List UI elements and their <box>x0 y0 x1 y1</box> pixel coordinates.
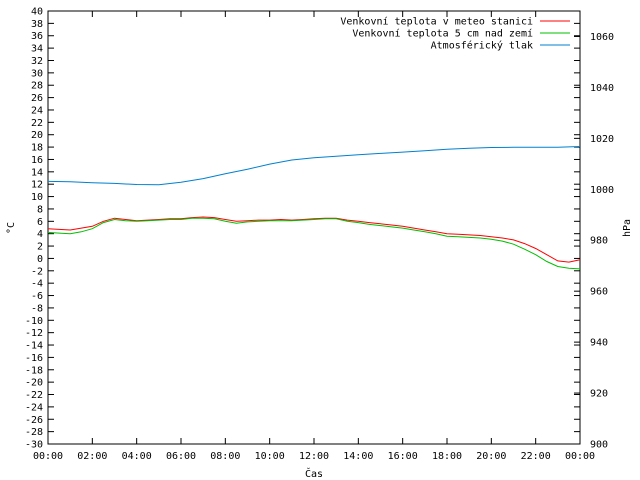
legend-label-1: Venkovní teplota v meteo stanici <box>340 16 533 28</box>
y-tick-label: -14 <box>25 341 43 352</box>
y-tick-label: -16 <box>25 353 43 364</box>
legend: Venkovní teplota v meteo staniciVenkovní… <box>340 16 570 52</box>
y-tick-label: 10 <box>31 192 43 203</box>
y-tick-label: -4 <box>31 279 43 290</box>
y-tick-label: 32 <box>31 56 43 67</box>
y2-axis-ticks: 1060 1040 1020 1000 980 960 940 920 900 <box>574 32 614 451</box>
y-tick-label: -12 <box>25 328 43 339</box>
y-tick-label: -22 <box>25 390 43 401</box>
x-tick-label: 04:00 <box>122 451 152 462</box>
y2-tick-label: 980 <box>590 236 608 247</box>
y-tick-label: -6 <box>31 291 43 302</box>
x-tick-label: 16:00 <box>388 451 418 462</box>
x-tick-label: 00:00 <box>33 451 63 462</box>
y2-tick-label: 1060 <box>590 32 614 43</box>
x-tick-label: 06:00 <box>166 451 196 462</box>
y-tick-label: 24 <box>31 105 43 116</box>
x-tick-label: 20:00 <box>476 451 506 462</box>
x-axis-ticks: 00:00 02:00 04:00 06:00 08:00 10:00 12:00 14:00… <box>33 11 595 462</box>
y-tick-label: 2 <box>37 242 43 253</box>
y-tick-label: 12 <box>31 180 43 191</box>
y-axis-ticks: 4038363432302826242220181614121086420-2-… <box>25 7 580 451</box>
series-line-1 <box>47 216 581 263</box>
x-tick-label: 22:00 <box>521 451 551 462</box>
y2-tick-label: 900 <box>590 440 608 451</box>
y-tick-label: 14 <box>31 167 43 178</box>
y-tick-label: 36 <box>31 31 43 42</box>
legend-label-3: Atmosférický tlak <box>431 40 533 52</box>
y-tick-label: 22 <box>31 118 43 129</box>
plot-frame <box>47 10 581 445</box>
y-tick-label: -26 <box>25 415 43 426</box>
x-tick-label: 12:00 <box>299 451 329 462</box>
y-tick-label: -18 <box>25 365 43 376</box>
x-tick-label: 18:00 <box>432 451 462 462</box>
y-tick-label: 20 <box>31 130 43 141</box>
y-tick-label: 4 <box>37 229 43 240</box>
x-tick-label: 00:00 <box>565 451 595 462</box>
x-tick-label: 10:00 <box>255 451 285 462</box>
x-tick-label: 02:00 <box>77 451 107 462</box>
y-tick-label: 40 <box>31 7 43 18</box>
y-tick-label: -8 <box>31 303 43 314</box>
y-tick-label: 18 <box>31 143 43 154</box>
y-tick-label: 28 <box>31 81 43 92</box>
y-tick-label: 0 <box>37 254 43 265</box>
y-axis-label: °C <box>6 222 17 234</box>
series-line-2 <box>47 217 581 270</box>
y-tick-label: 8 <box>37 204 43 215</box>
y-tick-label: -28 <box>25 427 43 438</box>
y-tick-label: -10 <box>25 316 43 327</box>
y-tick-label: 6 <box>37 217 43 228</box>
y2-tick-label: 1000 <box>590 185 614 196</box>
y-tick-label: -20 <box>25 378 43 389</box>
series-line-3 <box>47 146 581 186</box>
y-tick-label: -2 <box>31 266 43 277</box>
y-tick-label: 26 <box>31 93 43 104</box>
y-tick-label: -24 <box>25 402 43 413</box>
x-tick-label: 14:00 <box>343 451 373 462</box>
y-tick-label: 34 <box>31 44 43 55</box>
series-lines <box>47 146 581 270</box>
x-axis-label: Čas <box>305 467 323 480</box>
y-tick-label: 16 <box>31 155 43 166</box>
y-tick-label: 38 <box>31 19 43 30</box>
y2-tick-label: 1020 <box>590 134 614 145</box>
y2-tick-label: 960 <box>590 287 608 298</box>
y2-axis-label: hPa <box>622 219 633 237</box>
y2-tick-label: 1040 <box>590 83 614 94</box>
legend-label-2: Venkovní teplota 5 cm nad zemí <box>352 28 533 40</box>
y2-tick-label: 940 <box>590 338 608 349</box>
y2-tick-label: 920 <box>590 389 608 400</box>
y-tick-label: -30 <box>25 440 43 451</box>
y-tick-label: 30 <box>31 68 43 79</box>
x-tick-label: 08:00 <box>210 451 240 462</box>
